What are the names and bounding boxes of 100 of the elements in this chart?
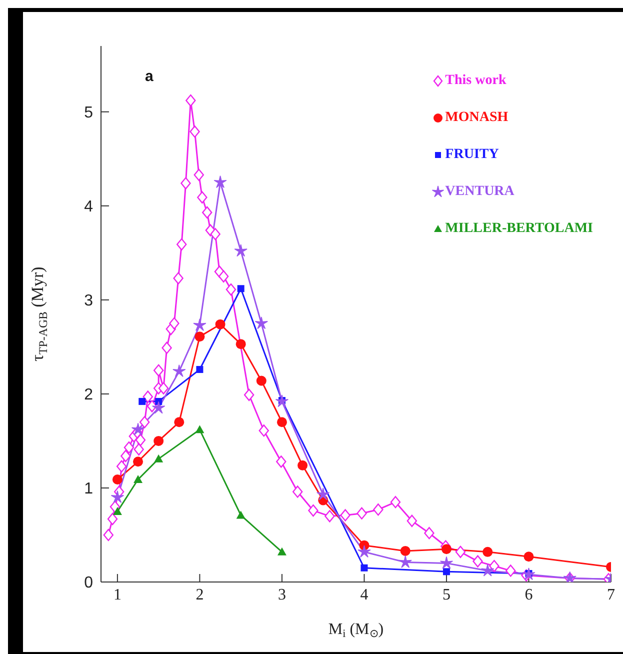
point — [442, 568, 450, 576]
x-axis-title: M$_{i}$ (M$_{⊙}$) — [328, 621, 384, 640]
point — [218, 270, 229, 282]
point — [237, 285, 244, 292]
point — [110, 490, 124, 504]
y-tick-label: 2 — [84, 386, 94, 404]
point — [406, 514, 418, 527]
point — [194, 332, 205, 342]
legend-label: VENTURA — [445, 184, 514, 200]
point — [195, 425, 204, 434]
point — [340, 509, 350, 522]
point — [360, 564, 368, 572]
y-tick-label: 5 — [84, 104, 94, 122]
point — [489, 560, 500, 572]
point — [358, 545, 371, 558]
point — [275, 394, 289, 408]
point — [398, 555, 412, 568]
point — [308, 504, 318, 517]
point — [400, 546, 410, 556]
y-tick-label: 0 — [84, 574, 94, 592]
point — [154, 454, 164, 462]
point — [112, 506, 122, 515]
point — [172, 364, 186, 378]
point — [133, 456, 144, 467]
x-tick-label: 2 — [196, 586, 204, 604]
point — [134, 443, 144, 456]
point — [256, 376, 266, 386]
point — [356, 507, 367, 520]
y-tick-label: 4 — [84, 198, 94, 216]
point — [455, 546, 466, 558]
point — [162, 342, 172, 354]
point — [112, 474, 122, 484]
point — [131, 422, 145, 436]
point — [202, 206, 212, 219]
point — [324, 510, 335, 522]
point — [169, 317, 180, 330]
point — [135, 434, 146, 446]
point — [173, 272, 184, 284]
point — [210, 228, 220, 240]
point — [158, 382, 169, 394]
point — [186, 94, 196, 107]
y-tick-label: 1 — [84, 480, 94, 498]
point — [196, 366, 204, 373]
legend-label: FRUITY — [445, 146, 499, 162]
point — [152, 401, 166, 414]
legend-label: MILLER-BERTOLAMI — [445, 220, 593, 236]
y-tick-label: 3 — [84, 292, 94, 310]
point — [193, 318, 206, 331]
point — [194, 168, 204, 181]
x-tick-label: 5 — [442, 586, 450, 604]
point — [190, 125, 200, 138]
point — [276, 417, 287, 428]
point — [277, 547, 286, 556]
point — [481, 564, 494, 576]
point — [506, 564, 516, 577]
point — [244, 388, 254, 401]
point — [440, 556, 454, 569]
point — [276, 456, 286, 468]
legend-label: This work — [445, 72, 506, 88]
point — [120, 450, 131, 462]
point — [142, 390, 153, 403]
point — [522, 568, 536, 580]
point — [134, 475, 143, 483]
point — [236, 339, 246, 350]
point — [424, 527, 434, 540]
point — [472, 555, 483, 568]
point — [153, 364, 164, 377]
point — [292, 486, 303, 498]
x-tick-label: 4 — [360, 586, 368, 604]
point — [298, 460, 308, 470]
point — [441, 544, 452, 554]
point — [373, 503, 384, 516]
point — [390, 496, 401, 508]
point — [197, 191, 208, 204]
point — [176, 238, 187, 251]
point — [316, 488, 330, 500]
point — [154, 436, 164, 446]
point — [226, 283, 236, 296]
point — [116, 460, 127, 472]
point — [215, 319, 226, 330]
point — [139, 416, 150, 428]
point — [107, 512, 118, 526]
point — [214, 175, 227, 188]
point — [180, 177, 191, 190]
annotation: a — [145, 68, 154, 85]
point — [124, 441, 134, 454]
x-tick-label: 1 — [113, 586, 122, 604]
legend-label: MONASH — [445, 110, 508, 126]
point — [234, 244, 248, 257]
x-tick-label: 7 — [607, 586, 615, 604]
x-tick-label: 6 — [524, 586, 533, 604]
point — [524, 552, 534, 562]
point — [254, 316, 268, 330]
point — [174, 417, 184, 428]
x-tick-label: 3 — [278, 586, 286, 604]
point — [103, 528, 114, 542]
point — [138, 398, 146, 405]
point — [258, 424, 269, 437]
point — [236, 510, 246, 519]
point — [482, 546, 493, 557]
